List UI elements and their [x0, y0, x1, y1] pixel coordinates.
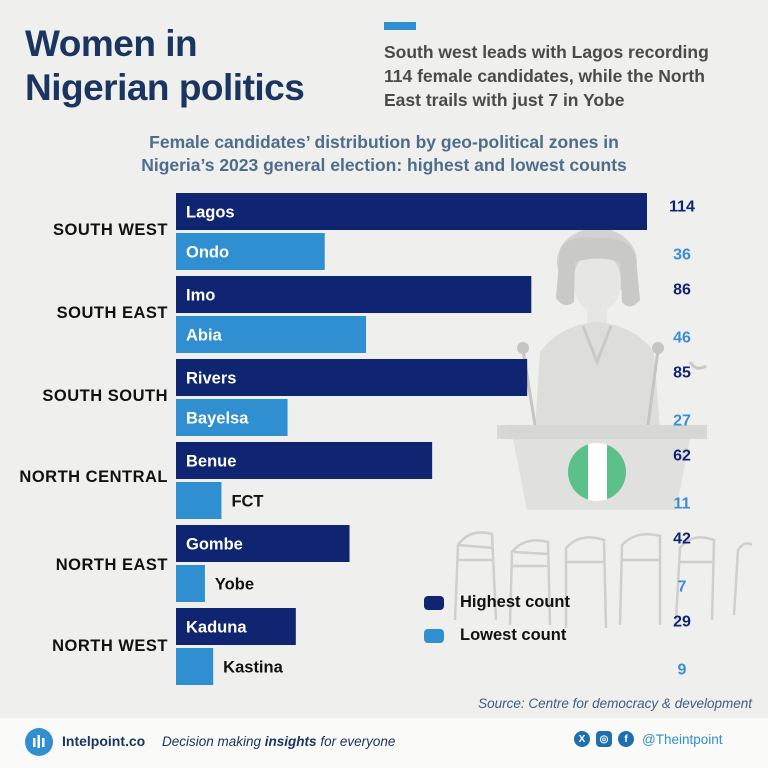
- bar-highest: [176, 359, 528, 396]
- bar-state-label: Kastina: [223, 659, 283, 677]
- tagline-start: Decision making: [162, 734, 265, 749]
- bar-value-label: 27: [673, 413, 691, 430]
- legend-label-highest: Highest count: [460, 593, 570, 611]
- bar-value-label: 42: [673, 531, 691, 548]
- bar-highest: [176, 608, 296, 645]
- brand-name: Intelpoint.co: [62, 733, 146, 749]
- bar-state-label: Gombe: [186, 536, 243, 554]
- tagline-emphasis: insights: [264, 734, 317, 749]
- footer: Intelpoint.co Decision making insights f…: [0, 718, 768, 768]
- chart-title: Female candidates’ distribution by geo-p…: [0, 131, 768, 177]
- bar-highest: [176, 193, 647, 230]
- bar-lowest: [176, 399, 288, 436]
- bar-state-label: Imo: [186, 287, 215, 305]
- facebook-icon[interactable]: f: [618, 731, 634, 747]
- bar-lowest: [176, 233, 325, 270]
- zone-label: SOUTH SOUTH: [42, 387, 168, 405]
- bar-state-label: Kaduna: [186, 619, 247, 637]
- bar-state-label: Ondo: [186, 244, 229, 262]
- bar-lowest: [176, 565, 205, 602]
- legend-swatch-lowest: [424, 628, 444, 643]
- tagline: Decision making insights for everyone: [162, 734, 395, 749]
- intelpoint-logo-icon: [25, 728, 53, 756]
- bar-highest: [176, 525, 350, 562]
- summary-line-3: East trails with just 7 in Yobe: [384, 90, 625, 110]
- social-handle[interactable]: @Theintpoint: [642, 731, 723, 747]
- legend-label-lowest: Lowest count: [460, 626, 567, 644]
- bar-state-label: Rivers: [186, 370, 236, 388]
- summary-line-1: South west leads with Lagos recording: [384, 42, 709, 62]
- bar-lowest: [176, 316, 367, 353]
- bar-highest: [176, 276, 532, 313]
- chart-title-line-2: Nigeria’s 2023 general election: highest…: [141, 155, 627, 175]
- bar-value-label: 46: [673, 330, 691, 347]
- legend-item-highest: Highest count: [424, 593, 570, 612]
- bar-state-label: FCT: [231, 493, 263, 511]
- title-line-1: Women in: [25, 23, 198, 64]
- source-note: Source: Centre for democracy & developme…: [478, 696, 752, 711]
- bar-value-label: 62: [673, 448, 691, 465]
- nigeria-flag-icon: [568, 443, 626, 501]
- zone-label: NORTH CENTRAL: [19, 468, 168, 486]
- accent-bar: [384, 22, 416, 30]
- bar-value-label: 36: [673, 247, 691, 264]
- bar-value-label: 85: [673, 365, 691, 382]
- bar-lowest: [176, 648, 214, 685]
- summary-text: South west leads with Lagos recording 11…: [384, 40, 754, 112]
- chart-title-line-1: Female candidates’ distribution by geo-p…: [149, 132, 619, 152]
- summary-line-2: 114 female candidates, while the North: [384, 66, 705, 86]
- title-line-2: Nigerian politics: [25, 67, 305, 108]
- tagline-end: for everyone: [316, 734, 396, 749]
- legend-swatch-highest: [424, 595, 444, 610]
- raised-fists-icon: [453, 531, 753, 629]
- bar-state-label: Bayelsa: [186, 410, 249, 428]
- bar-highest: [176, 442, 433, 479]
- instagram-icon[interactable]: ◎: [596, 731, 612, 747]
- social-links: X ◎ f @Theintpoint: [574, 731, 723, 747]
- zone-label: SOUTH WEST: [53, 221, 168, 239]
- bar-value-label: 9: [678, 662, 687, 679]
- bar-state-label: Benue: [186, 453, 236, 471]
- bar-state-label: Abia: [186, 327, 223, 345]
- bar-lowest: [176, 482, 222, 519]
- bar-value-label: 29: [673, 614, 691, 631]
- x-icon[interactable]: X: [574, 731, 590, 747]
- bar-state-label: Lagos: [186, 204, 235, 222]
- zone-label: SOUTH EAST: [56, 304, 168, 322]
- bar-value-label: 114: [669, 199, 695, 216]
- zone-label: NORTH EAST: [55, 556, 168, 574]
- bar-value-label: 86: [673, 282, 691, 299]
- page-title: Women in Nigerian politics: [25, 22, 305, 110]
- bar-value-label: 11: [674, 496, 691, 513]
- bar-value-label: 7: [678, 579, 687, 596]
- bar-state-label: Yobe: [215, 576, 254, 594]
- zone-label: NORTH WEST: [52, 637, 168, 655]
- legend-item-lowest: Lowest count: [424, 626, 566, 645]
